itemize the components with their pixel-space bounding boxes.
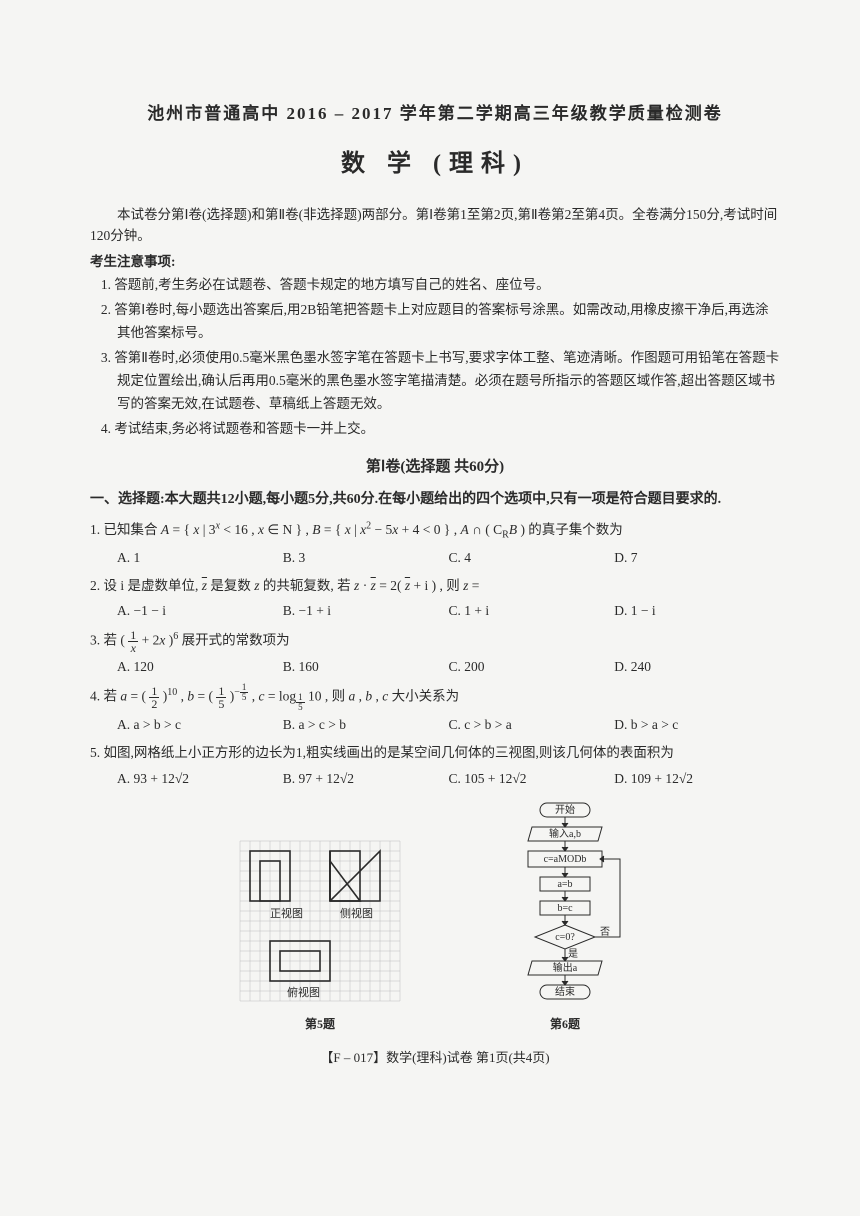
figures-row: {}	[90, 801, 780, 1034]
flow-ab: a=b	[557, 879, 572, 890]
q4-opt-b: B. a > c > b	[283, 714, 449, 736]
page-footer: 【F – 017】数学(理科)试卷 第1页(共4页)	[90, 1048, 780, 1069]
fig6-label: 第6题	[490, 1015, 640, 1034]
q5-opt-b: B. 97 + 12√2	[283, 768, 449, 790]
flow-mod: c=aMODb	[544, 854, 587, 865]
flow-cond: c=0?	[555, 932, 575, 943]
q1-opt-c: C. 4	[449, 547, 615, 569]
q3-opt-a: A. 120	[117, 656, 283, 678]
question-3: 3. 若 ( 1x + 2x )6 展开式的常数项为	[90, 628, 780, 654]
notice-heading: 考生注意事项:	[90, 251, 780, 273]
section-1-title: 第Ⅰ卷(选择题 共60分)	[90, 455, 780, 479]
question-5: 5. 如图,网格纸上小正方形的边长为1,粗实线画出的是某空间几何体的三视图,则该…	[90, 741, 780, 765]
notice-item: 4. 考试结束,务必将试题卷和答题卡一并上交。	[90, 418, 780, 441]
notice-item: 3. 答第Ⅱ卷时,必须使用0.5毫米黑色墨水签字笔在答题卡上书写,要求字体工整、…	[90, 347, 780, 416]
front-view-label: 正视图	[270, 906, 303, 920]
side-view-label: 侧视图	[340, 906, 373, 920]
q2-opt-d: D. 1 − i	[614, 600, 780, 622]
subject-title: 数 学 (理科)	[90, 145, 780, 183]
question-4: 4. 若 a = ( 12 )10 , b = ( 15 )−15 , c = …	[90, 683, 780, 711]
intro-paragraph: 本试卷分第Ⅰ卷(选择题)和第Ⅱ卷(非选择题)两部分。第Ⅰ卷第1至第2页,第Ⅱ卷第…	[90, 204, 780, 247]
q4-opt-d: D. b > a > c	[614, 714, 780, 736]
exam-title: 池州市普通高中 2016 – 2017 学年第二学期高三年级教学质量检测卷	[90, 100, 780, 127]
three-view-svg: {}	[230, 831, 410, 1011]
top-view-label: 俯视图	[287, 985, 320, 999]
q4-opt-a: A. a > b > c	[117, 714, 283, 736]
q3-opt-d: D. 240	[614, 656, 780, 678]
q1-opt-a: A. 1	[117, 547, 283, 569]
flow-start: 开始	[555, 803, 575, 816]
choice-instructions: 一、选择题:本大题共12小题,每小题5分,共60分.在每小题给出的四个选项中,只…	[90, 489, 780, 511]
figure-5: {}	[230, 831, 410, 1034]
flow-end: 结束	[555, 985, 575, 998]
q1-options: A. 1 B. 3 C. 4 D. 7	[90, 547, 780, 569]
flow-no: 否	[600, 926, 610, 938]
flow-bc: b=c	[557, 903, 573, 914]
q5-options: A. 93 + 12√2 B. 97 + 12√2 C. 105 + 12√2 …	[90, 768, 780, 790]
q3-opt-c: C. 200	[449, 656, 615, 678]
figure-6: 开始 输入a,b c=aMODb a=b b=c	[490, 801, 640, 1034]
q2-opt-b: B. −1 + i	[283, 600, 449, 622]
q5-opt-a: A. 93 + 12√2	[117, 768, 283, 790]
question-1: 1. 已知集合 A = { x | 3x < 16 , x ∈ N } , B …	[90, 517, 780, 544]
q2-opt-c: C. 1 + i	[449, 600, 615, 622]
q5-opt-c: C. 105 + 12√2	[449, 768, 615, 790]
flowchart-svg: 开始 输入a,b c=aMODb a=b b=c	[490, 801, 640, 1011]
q2-options: A. −1 − i B. −1 + i C. 1 + i D. 1 − i	[90, 600, 780, 622]
fig5-label: 第5题	[230, 1015, 410, 1034]
q3-options: A. 120 B. 160 C. 200 D. 240	[90, 656, 780, 678]
q1-stem: 1. 已知集合 A = { x | 3x < 16 , x ∈ N } , B …	[90, 522, 623, 537]
flow-yes: 是	[568, 948, 578, 960]
q5-opt-d: D. 109 + 12√2	[614, 768, 780, 790]
q3-opt-b: B. 160	[283, 656, 449, 678]
q4-opt-c: C. c > b > a	[449, 714, 615, 736]
q4-options: A. a > b > c B. a > c > b C. c > b > a D…	[90, 714, 780, 736]
notice-item: 2. 答第Ⅰ卷时,每小题选出答案后,用2B铅笔把答题卡上对应题目的答案标号涂黑。…	[90, 299, 780, 345]
question-2: 2. 设 i 是虚数单位, z 是复数 z 的共轭复数, 若 z · z = 2…	[90, 574, 780, 598]
q1-opt-d: D. 7	[614, 547, 780, 569]
flow-input: 输入a,b	[549, 827, 581, 840]
q1-opt-b: B. 3	[283, 547, 449, 569]
flow-out: 输出a	[553, 961, 578, 974]
notice-item: 1. 答题前,考生务必在试题卷、答题卡规定的地方填写自己的姓名、座位号。	[90, 274, 780, 297]
q2-opt-a: A. −1 − i	[117, 600, 283, 622]
